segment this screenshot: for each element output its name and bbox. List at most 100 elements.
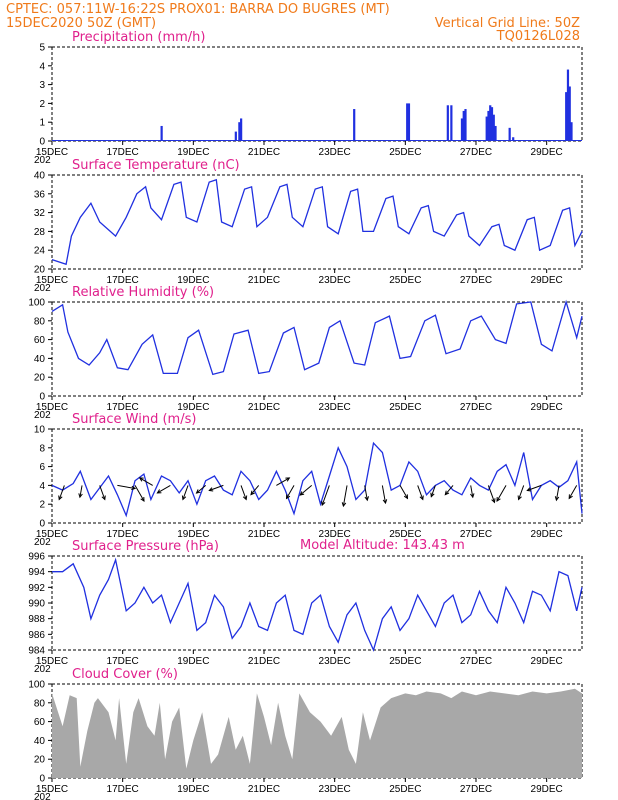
- precip-bar: [160, 125, 163, 141]
- pressure-line: [52, 557, 583, 652]
- wind-arrowhead: [140, 496, 145, 502]
- wind-arrowhead: [78, 493, 83, 499]
- y-tick-label: 40: [34, 171, 46, 182]
- wind-arrowhead: [299, 491, 305, 496]
- cloud-cover-panel: Cloud Cover (%) 0 20 40 60 80 100 15DEC 17DEC 19D…: [28, 667, 583, 800]
- wind-arrow: [299, 485, 313, 496]
- x-tick-label: 19DEC: [177, 784, 209, 795]
- x-tick-label: 21DEC: [248, 656, 280, 667]
- x-tick-label: 29DEC: [531, 402, 563, 413]
- wind-arrow: [117, 484, 136, 490]
- x-tick-label: 25DEC: [389, 402, 421, 413]
- wind-arrowhead: [444, 490, 450, 496]
- precip-bar: [460, 118, 464, 141]
- wind-arrow: [470, 485, 474, 498]
- precip-bar: [234, 131, 237, 141]
- humidity-panel: Relative Humidity (%) 0 20 40 60 80 100 15DEC 17…: [28, 285, 583, 421]
- x-tick-label: 27DEC: [460, 402, 492, 413]
- header-station: CPTEC: 057:11W-16:22S PROX01: BARRA DO B…: [6, 2, 390, 17]
- y-tick-label: 0: [39, 392, 45, 403]
- x-tick-label: 19DEC: [177, 529, 209, 540]
- wind-arrow: [250, 485, 260, 495]
- wind-arrowhead: [101, 495, 106, 501]
- y-tick-label: 80: [34, 698, 46, 709]
- wind-arrowhead: [403, 494, 409, 500]
- precip-bar: [238, 122, 241, 141]
- x-tick-label: 27DEC: [460, 529, 492, 540]
- pressure-panel: Surface Pressure (hPa) 984 986 988 990 992 994…: [28, 539, 583, 675]
- wind-arrow: [444, 485, 454, 495]
- wind-arrow: [286, 485, 295, 499]
- x-tick-label: 15DEC: [36, 529, 68, 540]
- wind-arrow: [209, 484, 224, 492]
- x-tick-label: 21DEC: [248, 275, 280, 286]
- y-tick-label: 20: [34, 265, 46, 276]
- wind-arrowhead: [526, 487, 532, 492]
- wind-arrowhead: [138, 477, 144, 482]
- panel-frame: [51, 46, 583, 142]
- wind-arrow: [182, 485, 189, 500]
- y-tick-label: 984: [28, 646, 45, 657]
- y-tick-label: 20: [34, 755, 46, 766]
- precip-bar: [512, 137, 515, 141]
- wind-arrowhead: [156, 489, 162, 494]
- y-tick-label: 40: [34, 736, 46, 747]
- y-tick-label: 1: [39, 118, 45, 129]
- x-year-label: 202: [34, 792, 51, 800]
- x-tick-label: 17DEC: [107, 784, 139, 795]
- x-tick-label: 25DEC: [389, 275, 421, 286]
- wind-panel: Surface Wind (m/s) 0 2 4 6 8 10 15DEC 17DEC 19DEC…: [34, 412, 583, 548]
- precip-bar: [240, 118, 243, 141]
- precip-bar: [407, 103, 411, 141]
- wind-arrowhead: [419, 495, 424, 501]
- y-tick-label: 24: [34, 246, 46, 257]
- y-tick-label: 100: [28, 298, 45, 309]
- y-tick-label: 4: [39, 61, 45, 72]
- x-tick-label: 27DEC: [460, 656, 492, 667]
- y-tick-label: 994: [28, 567, 45, 578]
- x-tick-label: 17DEC: [107, 529, 139, 540]
- wind-arrowhead: [195, 489, 201, 494]
- y-tick-label: 988: [28, 614, 45, 625]
- wind-arrowhead: [517, 495, 522, 501]
- x-tick-label: 19DEC: [177, 656, 209, 667]
- precip-bar: [565, 92, 568, 141]
- wind-arrowhead: [208, 487, 214, 492]
- wind-arrow: [527, 484, 542, 492]
- precip-bar: [487, 110, 490, 141]
- x-tick-label: 23DEC: [319, 529, 351, 540]
- y-tick-label: 6: [39, 462, 45, 473]
- wind-title: Surface Wind (m/s): [72, 412, 196, 427]
- wind-arrow: [568, 485, 578, 499]
- x-tick-label: 17DEC: [107, 147, 139, 158]
- x-tick-label: 27DEC: [460, 784, 492, 795]
- humidity-line: [51, 299, 583, 376]
- y-tick-label: 28: [34, 227, 46, 238]
- precip-bar: [489, 105, 492, 141]
- panel-frame: [51, 174, 583, 270]
- y-tick-label: 4: [39, 481, 45, 492]
- temperature-panel: Surface Temperature (nC) 20 24 28 32 36 40 15DE…: [34, 158, 583, 294]
- x-tick-label: 29DEC: [531, 275, 563, 286]
- precip-bar: [462, 110, 465, 141]
- wind-arrow: [518, 485, 525, 500]
- precipitation-title: Precipitation (mm/h): [72, 30, 205, 45]
- precip-bar: [446, 105, 449, 141]
- y-tick-label: 986: [28, 630, 45, 641]
- y-tick-label: 990: [28, 599, 45, 610]
- x-year-label: 202: [34, 410, 51, 421]
- wind-arrow: [399, 485, 408, 499]
- precip-bar: [464, 109, 467, 141]
- wind-arrowhead: [554, 496, 560, 502]
- y-tick-label: 0: [39, 137, 45, 148]
- header-model-code: TQ0126L028: [496, 29, 580, 44]
- y-tick-label: 80: [34, 316, 46, 327]
- wind-arrowhead: [181, 495, 187, 501]
- precip-bar: [566, 69, 570, 141]
- wind-arrow: [381, 485, 386, 504]
- y-tick-label: 60: [34, 717, 46, 728]
- wind-arrow: [134, 485, 145, 502]
- panel-frame: [51, 301, 583, 397]
- wind-arrowhead: [58, 495, 63, 501]
- y-tick-label: 996: [28, 552, 45, 563]
